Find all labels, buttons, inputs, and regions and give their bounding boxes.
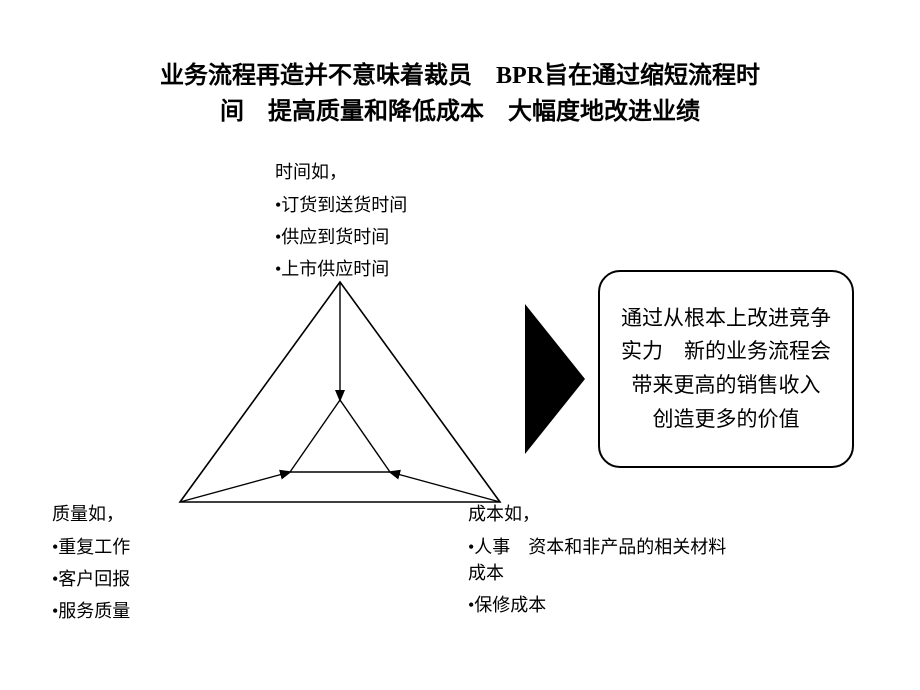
vertex-left-item: •客户回报: [52, 566, 130, 592]
vertex-top: 时间如， •订货到送货时间 •供应到货时间 •上市供应时间: [275, 158, 407, 288]
big-arrow-icon: [525, 274, 595, 484]
vertex-right: 成本如， •人事 资本和非产品的相关材料成本 •保修成本: [468, 500, 728, 624]
vertex-left: 质量如， •重复工作 •客户回报 •服务质量: [52, 500, 130, 630]
inward-arrows: [180, 282, 500, 502]
result-box: 通过从根本上改进竞争实力 新的业务流程会带来更高的销售收入 创造更多的价值: [598, 270, 854, 468]
vertex-left-item: •服务质量: [52, 598, 130, 624]
result-text: 通过从根本上改进竞争实力 新的业务流程会带来更高的销售收入 创造更多的价值: [614, 302, 838, 436]
title-line-1: 业务流程再造并不意味着裁员 BPR旨在通过缩短流程时: [80, 58, 840, 94]
vertex-right-item: •人事 资本和非产品的相关材料成本: [468, 534, 728, 586]
vertex-top-header: 时间如，: [275, 158, 407, 184]
vertex-top-item: •订货到送货时间: [275, 192, 407, 218]
vertex-top-item: •供应到货时间: [275, 224, 407, 250]
slide-title: 业务流程再造并不意味着裁员 BPR旨在通过缩短流程时 间 提高质量和降低成本 大…: [80, 58, 840, 130]
title-line-2: 间 提高质量和降低成本 大幅度地改进业绩: [80, 94, 840, 130]
vertex-right-item: •保修成本: [468, 592, 728, 618]
vertex-left-header: 质量如，: [52, 500, 130, 526]
triangle-diagram: [170, 272, 510, 512]
vertex-left-item: •重复工作: [52, 534, 130, 560]
inner-triangle: [290, 400, 390, 472]
